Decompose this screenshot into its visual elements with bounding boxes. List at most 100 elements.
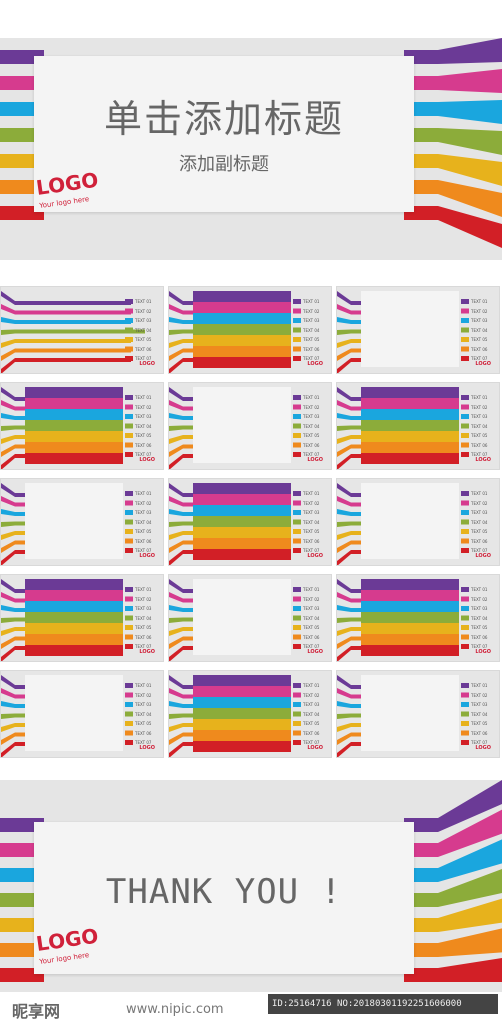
thumb-text-label: TEXT 02 — [135, 404, 152, 410]
slide-thumbnail[interactable]: TEXT 01 TEXT 02 TEXT 03 TEXT 04 TEXT 05 TEXT … — [0, 382, 164, 470]
thumb-line — [15, 406, 25, 411]
slide-thumbnail[interactable]: TEXT 01 TEXT 02 TEXT 03 TEXT 04 TEXT 05 TEXT … — [168, 382, 332, 470]
slide-thumbnail[interactable]: TEXT 01 TEXT 02 TEXT 03 TEXT 04 TEXT 05 TEXT … — [336, 670, 500, 758]
thumb-bar — [25, 623, 123, 634]
thumb-line — [351, 713, 361, 718]
thumb-tab — [293, 346, 301, 352]
thumb-tab — [293, 529, 301, 534]
thumb-tab — [293, 404, 301, 410]
thumb-line — [183, 646, 193, 650]
thumb-tab — [293, 337, 301, 342]
thumb-tab — [125, 414, 133, 419]
thumb-bar — [361, 601, 459, 612]
thumb-line — [15, 397, 25, 401]
thumb-tab — [125, 308, 133, 314]
thumb-line — [351, 397, 361, 401]
thumb-tab — [125, 615, 133, 621]
thumb-bar — [193, 538, 291, 549]
thumb-text-label: TEXT 06 — [135, 538, 152, 544]
thumb-line — [183, 435, 193, 439]
thumb-text-label: TEXT 03 — [471, 606, 488, 611]
thumbnail-graphic — [1, 579, 133, 661]
thumb-fan — [1, 435, 15, 444]
end-slide: THANK YOU ! LOGO Your logo here — [0, 780, 502, 992]
thumb-text-label: TEXT 06 — [303, 634, 320, 640]
thumb-line — [351, 358, 361, 362]
thumb-tab — [125, 452, 133, 457]
slide-thumbnail[interactable]: TEXT 01 TEXT 02 TEXT 03 TEXT 04 TEXT 05 TEXT … — [336, 382, 500, 470]
slide-thumbnail[interactable]: TEXT 01 TEXT 02 TEXT 03 TEXT 04 TEXT 05 TEXT … — [168, 574, 332, 662]
thumb-line — [351, 416, 361, 420]
thumb-bar — [361, 387, 459, 398]
thumb-text-label: TEXT 03 — [471, 318, 488, 323]
thumb-tab — [125, 538, 133, 544]
thumb-fan — [337, 413, 351, 420]
thumb-line — [15, 646, 25, 650]
thumb-line — [183, 358, 193, 362]
thumb-tab — [461, 702, 469, 707]
thumb-fan — [169, 627, 183, 636]
slide-thumbnail[interactable]: TEXT 01 TEXT 02 TEXT 03 TEXT 04 TEXT 05 TEXT … — [336, 478, 500, 566]
thumb-line — [183, 339, 193, 343]
thumb-bar — [361, 634, 459, 645]
thumb-logo: LOGO — [475, 649, 491, 655]
thumb-text-label: TEXT 04 — [471, 711, 488, 717]
slide-thumbnail[interactable]: TEXT 01 TEXT 02 TEXT 03 TEXT 04 TEXT 05 TEXT … — [0, 670, 164, 758]
thumb-fan — [1, 723, 15, 732]
thumb-line — [351, 685, 361, 689]
thumb-text-label: TEXT 03 — [135, 510, 152, 515]
slide-thumbnail[interactable]: TEXT 01 TEXT 02 TEXT 03 TEXT 04 TEXT 05 TEXT … — [168, 670, 332, 758]
thumb-tab — [461, 327, 469, 333]
cover-slide: 单击添加标题 添加副标题 LOGO Your logo here — [0, 38, 502, 260]
thumb-text-label: TEXT 03 — [303, 414, 320, 419]
thumb-text-label: TEXT 05 — [135, 721, 152, 726]
thumb-line — [183, 531, 193, 535]
thumbnail-graphic — [169, 291, 301, 373]
stripe-right — [404, 958, 502, 982]
thumb-tab — [125, 529, 133, 534]
thumb-text-label: TEXT 01 — [135, 491, 152, 496]
slide-thumbnail[interactable]: TEXT 01 TEXT 02 TEXT 03 TEXT 04 TEXT 05 TEXT … — [0, 574, 164, 662]
thumb-line — [15, 329, 145, 334]
thumb-fan — [1, 550, 15, 565]
thumb-tab — [125, 519, 133, 525]
thumb-line — [183, 416, 193, 420]
thumb-line — [183, 444, 193, 449]
slide-thumbnail[interactable]: TEXT 01 TEXT 02 TEXT 03 TEXT 04 TEXT 05 TEXT … — [336, 286, 500, 374]
end-panel — [34, 822, 414, 974]
stripe-left — [0, 76, 44, 90]
thumb-text-label: TEXT 04 — [471, 423, 488, 429]
thumb-tab — [461, 625, 469, 630]
thumb-line — [15, 493, 25, 497]
thumb-fan — [337, 688, 351, 699]
thumb-tab — [461, 538, 469, 544]
slide-thumbnail[interactable]: TEXT 01 TEXT 02 TEXT 03 TEXT 04 TEXT 05 TEXT … — [168, 478, 332, 566]
thumb-text-label: TEXT 07 — [135, 356, 152, 361]
slide-thumbnail[interactable]: TEXT 01 TEXT 02 TEXT 03 TEXT 04 TEXT 05 TEXT … — [0, 286, 164, 374]
thumb-fan — [337, 732, 351, 745]
thumb-fan — [337, 317, 351, 324]
thumb-bar — [193, 730, 291, 741]
thumb-line — [15, 694, 25, 699]
thumb-bar — [25, 579, 123, 590]
thumb-line — [183, 310, 193, 315]
slide-thumbnail[interactable]: TEXT 01 TEXT 02 TEXT 03 TEXT 04 TEXT 05 TEXT … — [0, 478, 164, 566]
thumb-tab — [461, 615, 469, 621]
thumb-line — [351, 589, 361, 593]
thumb-bar — [25, 398, 123, 409]
thumb-tab — [461, 346, 469, 352]
thumb-line — [351, 550, 361, 554]
thumb-line — [15, 732, 25, 737]
stripe-left — [0, 968, 44, 982]
thumb-fan — [169, 400, 183, 411]
thumb-text-label: TEXT 04 — [135, 711, 152, 717]
slide-thumbnail[interactable]: TEXT 01 TEXT 02 TEXT 03 TEXT 04 TEXT 05 TEXT … — [336, 574, 500, 662]
thumb-fan — [169, 509, 183, 516]
thumb-bar — [25, 612, 123, 623]
thumb-text-label: TEXT 01 — [471, 491, 488, 496]
slide-thumbnail[interactable]: TEXT 01 TEXT 02 TEXT 03 TEXT 04 TEXT 05 TEXT … — [168, 286, 332, 374]
thumb-line — [183, 406, 193, 411]
thumb-text-label: TEXT 06 — [135, 634, 152, 640]
thumb-tab — [125, 318, 133, 323]
thumb-tab — [293, 702, 301, 707]
